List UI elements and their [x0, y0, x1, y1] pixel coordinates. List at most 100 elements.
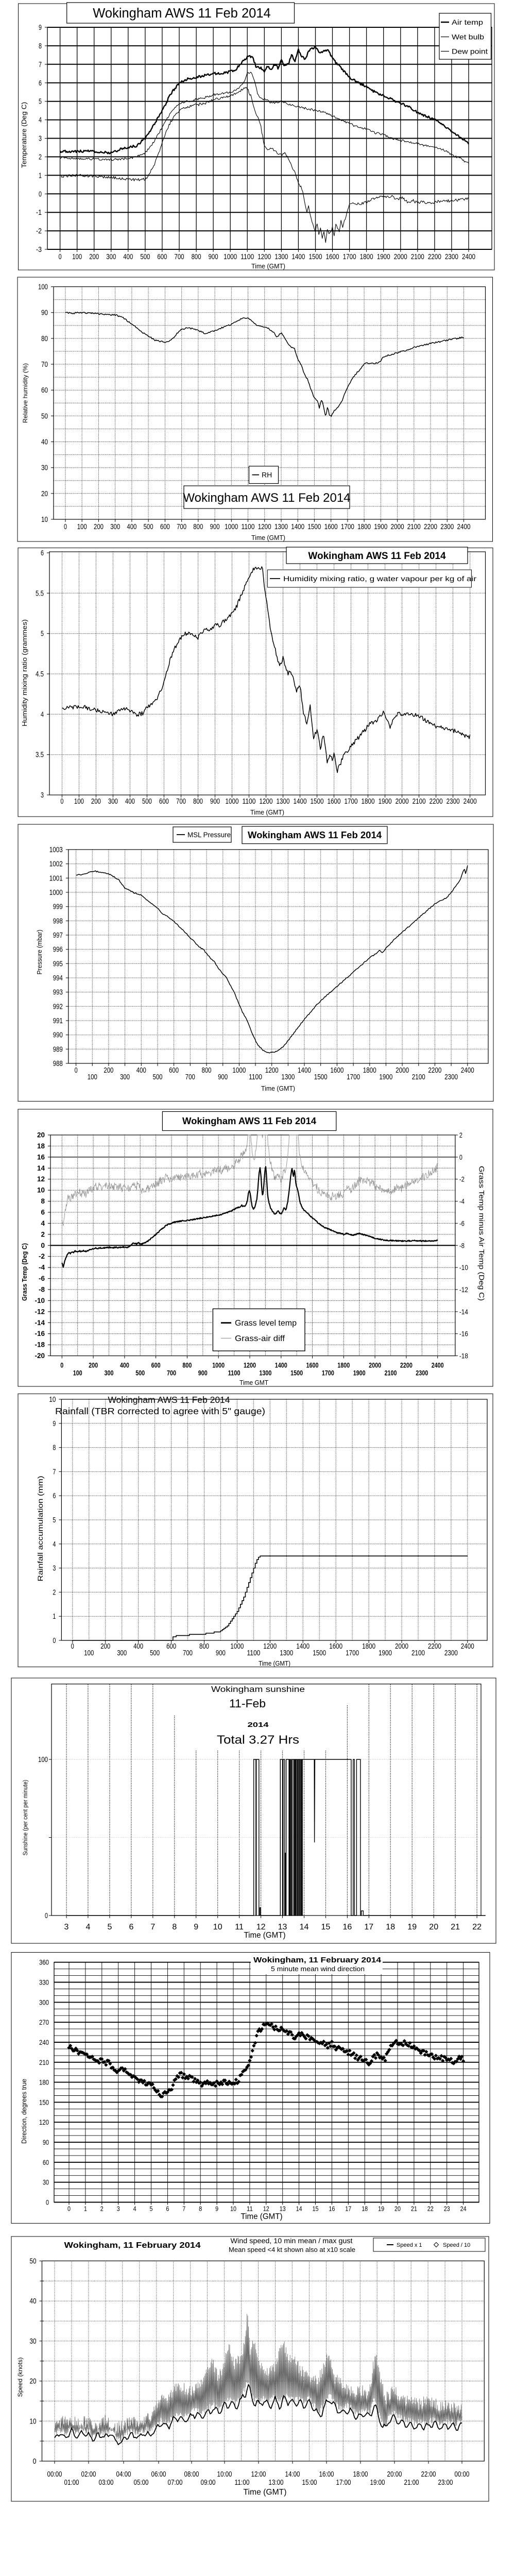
svg-text:400: 400 [127, 523, 136, 531]
svg-text:4: 4 [41, 1219, 45, 1227]
svg-text:992: 992 [53, 1003, 63, 1011]
svg-text:2400: 2400 [464, 798, 477, 806]
svg-text:330: 330 [39, 1978, 49, 1987]
svg-text:05:00: 05:00 [134, 2479, 149, 2487]
svg-text:700: 700 [183, 1649, 193, 1657]
svg-text:1000: 1000 [49, 889, 63, 897]
svg-text:1500: 1500 [311, 798, 324, 806]
svg-text:2400: 2400 [457, 523, 471, 531]
svg-text:1400: 1400 [294, 798, 307, 806]
svg-text:10: 10 [49, 1396, 56, 1404]
svg-text:0: 0 [45, 1912, 48, 1920]
svg-text:4: 4 [39, 116, 42, 125]
svg-text:Time (GMT): Time (GMT) [261, 1084, 295, 1092]
svg-text:Temperature (Deg C): Temperature (Deg C) [20, 102, 28, 168]
svg-text:07:00: 07:00 [168, 2479, 183, 2487]
svg-text:Sunshine (per cent per minute): Sunshine (per cent per minute) [23, 1780, 29, 1855]
svg-text:50: 50 [41, 412, 48, 420]
svg-text:-8: -8 [39, 1286, 45, 1294]
svg-text:500: 500 [135, 1369, 145, 1377]
svg-text:400: 400 [136, 1066, 146, 1075]
svg-text:2: 2 [41, 1230, 45, 1238]
svg-text:Time (GMT): Time (GMT) [251, 262, 285, 270]
svg-text:5 minute mean wind direction: 5 minute mean wind direction [271, 1965, 365, 1973]
svg-text:1600: 1600 [306, 1362, 319, 1369]
svg-text:-2: -2 [459, 1175, 465, 1183]
svg-text:17:00: 17:00 [336, 2479, 351, 2487]
svg-text:2300: 2300 [416, 1369, 428, 1377]
svg-text:700: 700 [177, 523, 186, 531]
svg-text:150: 150 [39, 2098, 49, 2106]
svg-text:Relative humidity (%): Relative humidity (%) [22, 363, 29, 423]
svg-text:18: 18 [362, 2205, 368, 2213]
svg-text:400: 400 [133, 1642, 143, 1651]
svg-text:1100: 1100 [243, 798, 256, 806]
svg-text:2000: 2000 [369, 1362, 381, 1369]
svg-text:700: 700 [185, 1073, 195, 1081]
svg-text:900: 900 [209, 253, 218, 261]
svg-text:994: 994 [53, 974, 63, 982]
svg-text:2: 2 [459, 1131, 462, 1139]
svg-text:1100: 1100 [228, 1369, 241, 1377]
svg-text:Wokingham, 11 February 2014: Wokingham, 11 February 2014 [253, 1956, 382, 1964]
svg-text:0: 0 [60, 1362, 63, 1369]
svg-text:12:00: 12:00 [251, 2470, 266, 2479]
svg-text:10: 10 [37, 1187, 45, 1194]
svg-text:15:00: 15:00 [302, 2479, 317, 2487]
svg-text:1400: 1400 [298, 1066, 311, 1075]
svg-text:2100: 2100 [385, 1369, 397, 1377]
svg-text:100: 100 [74, 798, 84, 806]
svg-text:2400: 2400 [461, 1642, 474, 1651]
svg-text:0: 0 [33, 2457, 37, 2466]
svg-text:00:00: 00:00 [47, 2470, 62, 2479]
svg-text:-3: -3 [36, 246, 42, 254]
svg-text:400: 400 [120, 1362, 129, 1369]
svg-text:997: 997 [53, 931, 63, 940]
svg-text:11: 11 [235, 1923, 244, 1931]
svg-text:1400: 1400 [291, 523, 304, 531]
svg-text:08:00: 08:00 [184, 2470, 199, 2479]
svg-text:993: 993 [53, 989, 63, 997]
svg-text:2300: 2300 [445, 253, 458, 261]
svg-text:6: 6 [166, 2205, 169, 2213]
svg-text:1900: 1900 [377, 253, 390, 261]
svg-text:1000: 1000 [225, 523, 238, 531]
svg-text:18:00: 18:00 [353, 2470, 368, 2479]
svg-text:20: 20 [41, 490, 48, 498]
svg-text:1700: 1700 [346, 1649, 359, 1657]
svg-text:6: 6 [41, 1209, 45, 1216]
svg-text:2100: 2100 [411, 1649, 425, 1657]
svg-text:00:00: 00:00 [455, 2470, 470, 2479]
svg-text:09:00: 09:00 [201, 2479, 216, 2487]
svg-text:14: 14 [37, 1164, 45, 1172]
svg-text:1000: 1000 [224, 253, 237, 261]
svg-text:Speed x 1: Speed x 1 [397, 2242, 422, 2248]
svg-text:3: 3 [53, 1565, 56, 1573]
svg-text:1500: 1500 [307, 523, 321, 531]
svg-text:0: 0 [41, 1242, 45, 1249]
svg-text:70: 70 [41, 361, 48, 369]
svg-text:RH: RH [262, 471, 272, 479]
svg-text:100: 100 [72, 253, 82, 261]
svg-text:19: 19 [378, 2205, 384, 2213]
svg-text:Speed (knots): Speed (knots) [16, 2358, 24, 2397]
svg-text:-20: -20 [35, 1352, 45, 1360]
svg-text:9: 9 [39, 24, 42, 32]
svg-text:0: 0 [75, 1066, 78, 1075]
svg-text:-18: -18 [35, 1341, 45, 1349]
svg-text:5: 5 [107, 1923, 112, 1931]
svg-text:1600: 1600 [326, 253, 339, 261]
svg-text:20: 20 [30, 2377, 37, 2386]
svg-text:5: 5 [39, 98, 42, 106]
svg-text:-12: -12 [35, 1308, 45, 1315]
svg-text:2200: 2200 [428, 1642, 441, 1651]
svg-text:2200: 2200 [424, 523, 437, 531]
svg-text:10: 10 [30, 2417, 37, 2426]
svg-text:9: 9 [53, 1420, 56, 1428]
svg-text:Time (GMT): Time (GMT) [241, 2212, 283, 2221]
svg-text:Humidity mixing ratio, g water: Humidity mixing ratio, g water vapour pe… [283, 574, 476, 583]
svg-text:1300: 1300 [281, 1073, 295, 1081]
svg-text:200: 200 [94, 523, 104, 531]
svg-text:999: 999 [53, 903, 63, 911]
svg-text:Wokingham, 11 February 2014: Wokingham, 11 February 2014 [64, 2241, 201, 2250]
